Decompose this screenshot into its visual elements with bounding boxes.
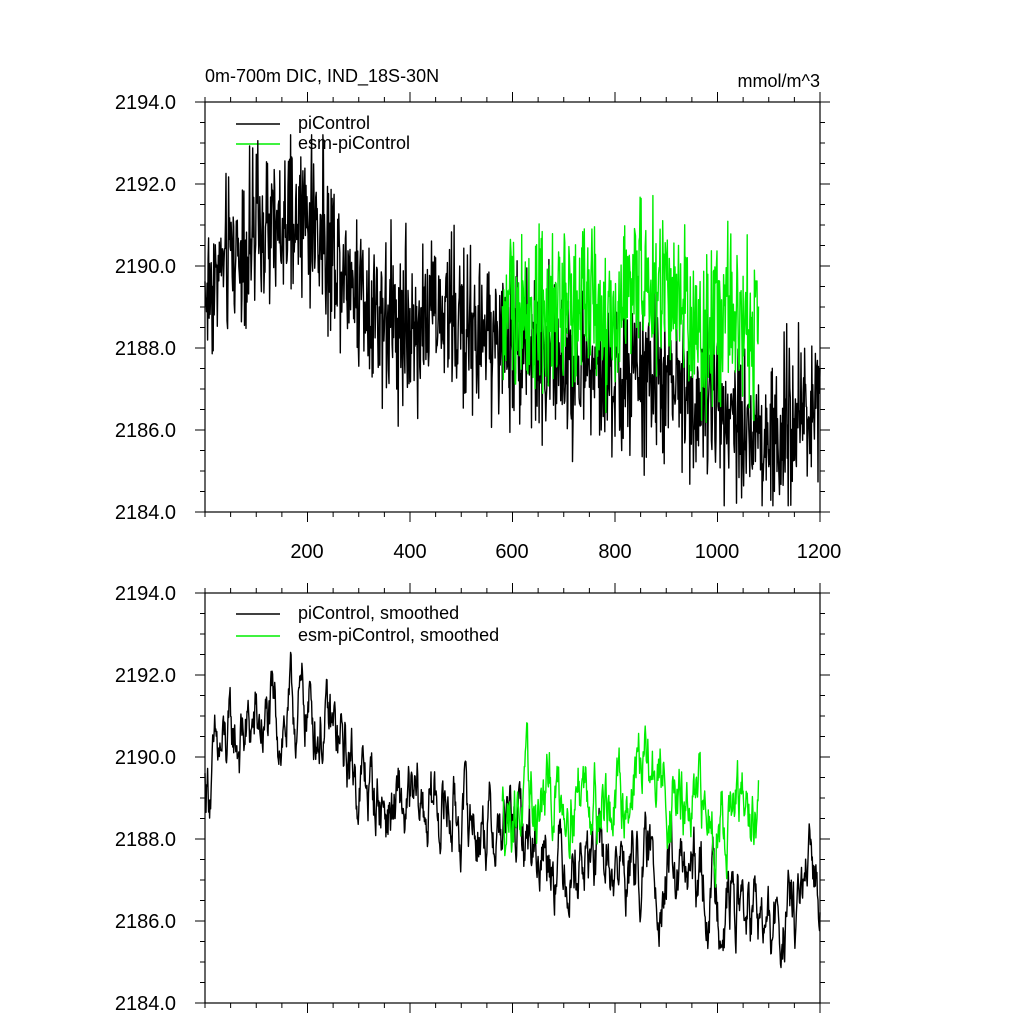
legend-label-esm-picontrol: esm-piControl [298, 133, 410, 153]
chart-title: 0m-700m DIC, IND_18S-30N [205, 66, 439, 87]
x-tick-label: 1200 [797, 541, 842, 563]
y-tick-label: 2184.0 [115, 993, 176, 1015]
series-line-esm-picontrol [501, 194, 760, 424]
legend-label-esm-picontrol-smoothed: esm-piControl, smoothed [298, 625, 499, 645]
y-tick-label: 2194.0 [115, 583, 176, 605]
y-tick-labels: 2194.0 2192.0 2190.0 2188.0 2186.0 2184.… [115, 92, 176, 524]
x-tick-label: 600 [495, 541, 528, 563]
x-tick-label: 200 [290, 541, 323, 563]
y-tick-label: 2190.0 [115, 747, 176, 769]
legend: piControl esm-piControl [236, 113, 410, 153]
plot-area [204, 651, 821, 969]
y-tick-label: 2184.0 [115, 502, 176, 524]
series-line-picontrol-smoothed [204, 651, 821, 969]
x-tick-label: 800 [598, 541, 631, 563]
x-tick-label: 1000 [695, 541, 740, 563]
chart-units: mmol/m^3 [738, 71, 820, 91]
y-tick-label: 2186.0 [115, 420, 176, 442]
y-tick-label: 2190.0 [115, 256, 176, 278]
series-line-esm-picontrol-smoothed [501, 722, 760, 888]
axis-ticks [195, 92, 830, 522]
y-tick-labels: 2194.0 2192.0 2190.0 2188.0 2186.0 2184.… [115, 583, 176, 1015]
legend-label-picontrol: piControl [298, 113, 370, 133]
top-panel: 0m-700m DIC, IND_18S-30N mmol/m^3 2194.0… [115, 66, 841, 563]
y-tick-label: 2194.0 [115, 92, 176, 114]
bottom-panel: 2194.0 2192.0 2190.0 2188.0 2186.0 2184.… [115, 583, 830, 1015]
x-tick-labels: 200 400 600 800 1000 1200 [290, 541, 841, 563]
plot-area [204, 134, 821, 507]
legend-label-picontrol-smoothed: piControl, smoothed [298, 603, 459, 623]
y-tick-label: 2186.0 [115, 911, 176, 933]
x-tick-label: 400 [393, 541, 426, 563]
axis-ticks [195, 583, 830, 1013]
y-tick-label: 2192.0 [115, 174, 176, 196]
y-tick-label: 2188.0 [115, 338, 176, 360]
y-tick-label: 2192.0 [115, 665, 176, 687]
legend: piControl, smoothed esm-piControl, smoot… [236, 603, 499, 645]
y-tick-label: 2188.0 [115, 829, 176, 851]
